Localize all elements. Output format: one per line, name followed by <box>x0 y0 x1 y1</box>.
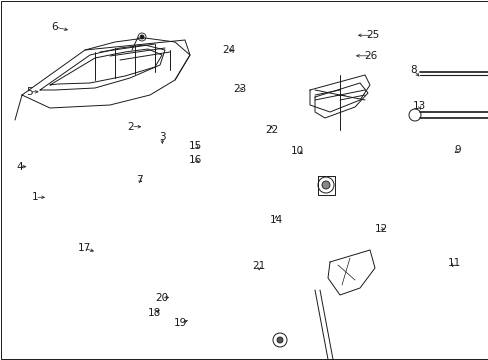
Text: 22: 22 <box>264 125 278 135</box>
Text: 8: 8 <box>409 65 416 75</box>
Text: 11: 11 <box>447 258 461 268</box>
Text: 23: 23 <box>232 84 246 94</box>
Text: 15: 15 <box>188 141 202 151</box>
Text: 13: 13 <box>412 101 426 111</box>
Text: 14: 14 <box>269 215 283 225</box>
Circle shape <box>321 181 329 189</box>
Text: 16: 16 <box>188 155 202 165</box>
Text: 5: 5 <box>26 87 33 97</box>
Text: 4: 4 <box>16 162 23 172</box>
Text: 2: 2 <box>127 122 134 132</box>
Text: 7: 7 <box>136 175 142 185</box>
Text: 9: 9 <box>453 145 460 156</box>
Text: 20: 20 <box>155 293 167 303</box>
Text: 12: 12 <box>374 224 387 234</box>
Text: 6: 6 <box>51 22 58 32</box>
Text: 17: 17 <box>77 243 91 253</box>
Text: 26: 26 <box>363 51 377 61</box>
Text: 18: 18 <box>147 308 161 318</box>
Text: 25: 25 <box>365 30 379 40</box>
Text: 10: 10 <box>290 146 303 156</box>
Text: 19: 19 <box>174 318 187 328</box>
Circle shape <box>276 337 283 343</box>
Text: 24: 24 <box>222 45 235 55</box>
Circle shape <box>140 35 143 39</box>
Text: 1: 1 <box>32 192 39 202</box>
Text: 3: 3 <box>159 132 165 142</box>
Text: 21: 21 <box>252 261 265 271</box>
